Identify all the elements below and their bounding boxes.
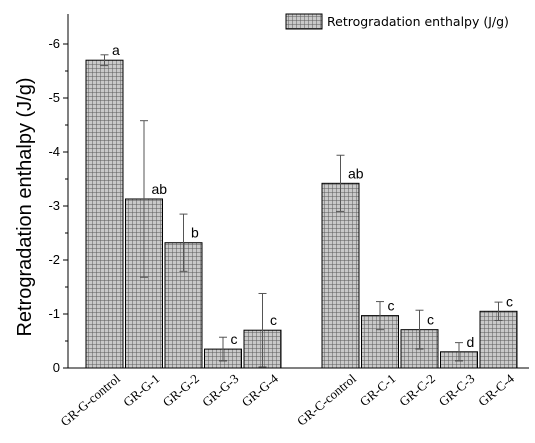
x-tick-label: GR-G-1 [120,371,162,410]
y-tick-label: -4 [48,144,60,159]
x-tick-label: GR-C-control [294,371,359,429]
significance-label: c [388,298,395,314]
y-tick-label: -2 [48,252,60,267]
y-tick-label: -5 [48,90,60,105]
y-axis-ticks: 0 -1 -2 -3 -4 -5 -6 [48,36,68,375]
y-tick-label: 0 [53,360,60,375]
significance-label: b [191,225,199,241]
y-tick-label: -3 [48,198,60,213]
y-axis-title: Retrogradation enthalpy (J/g) [14,77,36,336]
significance-label: ab [348,165,364,181]
x-tick-label: GR-G-4 [239,370,282,409]
legend: Retrogradation enthalpy (J/g) [285,13,509,30]
x-tick-label: GR-G-3 [199,371,241,410]
significance-label: c [427,312,434,328]
y-tick-label: -1 [48,306,60,321]
significance-label: ab [152,181,168,197]
x-tick-label: GR-C-2 [396,371,438,409]
x-tick-label: GR-G-control [57,371,123,430]
x-tick-label: GR-C-4 [475,370,517,409]
legend-label: Retrogradation enthalpy (J/g) [327,14,509,29]
x-tick-label: GR-G-2 [160,371,202,410]
x-tick-label: GR-C-1 [357,371,399,409]
x-tick-label: GR-C-3 [436,371,478,409]
bar [321,182,360,369]
legend-swatch [285,13,323,30]
significance-label: c [506,293,513,309]
significance-label: a [112,42,120,58]
y-tick-label: -6 [48,36,60,51]
bar [85,59,124,369]
significance-label: d [467,334,475,350]
bars: a ab b c c ab c c d c [85,42,518,369]
significance-label: c [270,312,277,328]
significance-label: c [231,331,238,347]
